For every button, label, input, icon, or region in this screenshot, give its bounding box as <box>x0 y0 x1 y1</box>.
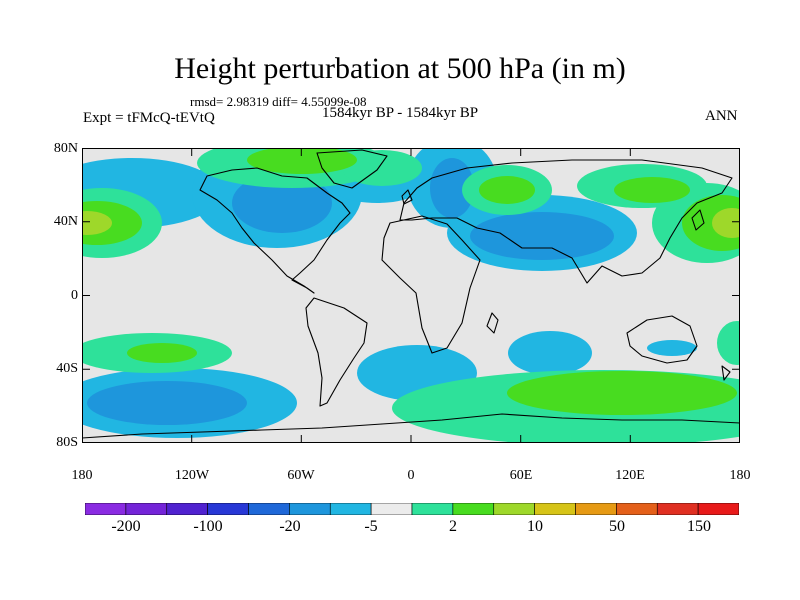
colorbar-label-10: 10 <box>527 518 543 535</box>
colorbar-swatch-5 <box>289 503 331 515</box>
y-tick-0: 0 <box>71 288 78 303</box>
coastlines <box>82 149 740 439</box>
core-europe <box>430 158 474 218</box>
coastline-africa <box>381 215 481 354</box>
colorbar-swatch-9 <box>452 503 495 515</box>
colorbar-swatch-13 <box>616 503 658 515</box>
colorbar-swatch-11 <box>534 503 576 515</box>
core-greenland <box>247 148 357 174</box>
y-tick-80n: 80N <box>53 141 78 156</box>
x-tick-120e: 120E <box>615 468 645 483</box>
colorbar-swatch-3 <box>207 503 249 515</box>
coastline-eurasia <box>399 159 733 284</box>
coastline-japan <box>691 209 705 231</box>
core-central-asia <box>479 176 535 204</box>
colorbar-label-minus-200: -200 <box>111 518 141 535</box>
colorbar-label-150: 150 <box>687 518 711 535</box>
coastline-new-zealand <box>721 365 731 381</box>
colorbar-swatch-6 <box>329 503 372 515</box>
map-panel <box>82 148 740 443</box>
axis-ticks <box>82 148 740 443</box>
coastline-australia <box>626 315 698 364</box>
core-north-america <box>232 173 332 233</box>
map-frame <box>82 148 740 443</box>
colorbar-swatch-14 <box>656 503 699 515</box>
core-peak-east <box>712 208 740 238</box>
x-tick-60w: 60W <box>287 468 315 483</box>
anomaly-tasman <box>717 321 740 365</box>
anomaly-indian-ocean <box>508 331 592 375</box>
coastline-madagascar <box>486 312 499 334</box>
x-tick-0: 0 <box>407 468 415 483</box>
coastline-greenland <box>316 149 388 189</box>
colorbar-swatch-4 <box>248 503 290 515</box>
period-label: 1584kyr BP - 1584kyr BP <box>322 105 479 121</box>
stats-label: rmsd= 2.98319 diff= 4.55099e-08 <box>190 94 367 109</box>
anomaly-north-atlantic-east <box>342 150 422 186</box>
coastline-south-america <box>305 297 368 407</box>
colorbar-swatch-1 <box>125 503 168 515</box>
season-label: ANN <box>705 108 738 124</box>
colorbar-swatch-10 <box>493 503 535 515</box>
x-tick-180e: 180 <box>729 468 751 483</box>
y-tick-80s: 80S <box>56 435 78 450</box>
core-peak-west <box>82 211 112 235</box>
anomaly-australia <box>647 340 697 356</box>
colorbar-swatch-2 <box>166 503 208 515</box>
colorbar-label-50: 50 <box>609 518 625 535</box>
colorbar-label-minus-20: -20 <box>279 518 301 535</box>
core-southern-ocean <box>507 371 737 415</box>
x-tick-60e: 60E <box>509 468 533 483</box>
coastline-uk <box>401 189 413 205</box>
core-asia <box>470 212 614 260</box>
colorbar-label-minus-5: -5 <box>364 518 378 535</box>
x-tick-180w: 180 <box>71 468 93 483</box>
colorbar-swatch-15 <box>697 503 739 515</box>
colorbar-swatch-8 <box>411 503 454 515</box>
x-tick-120w: 120W <box>174 468 210 483</box>
colorbar-swatch-0 <box>85 503 127 515</box>
strongest-positive-cores <box>82 208 740 238</box>
plot-title: Height perturbation at 500 hPa (in m) <box>174 52 626 85</box>
strong-negative-cores <box>87 158 614 425</box>
colorbar <box>85 503 739 515</box>
colorbar-swatch-7 <box>370 503 413 515</box>
core-east-asia <box>614 177 690 203</box>
colorbar-label-minus-100: -100 <box>193 518 223 535</box>
colorbar-label-2: 2 <box>449 518 457 535</box>
coastline-antarctica <box>82 413 740 439</box>
coastline-north-america <box>199 167 351 294</box>
core-south-pacific <box>127 343 197 363</box>
y-tick-40s: 40S <box>56 361 78 376</box>
y-tick-40n: 40N <box>53 214 78 229</box>
experiment-label: Expt = tFMcQ-tEVtQ <box>83 110 215 126</box>
core-south-pacific <box>87 381 247 425</box>
colorbar-swatch-12 <box>575 503 617 515</box>
